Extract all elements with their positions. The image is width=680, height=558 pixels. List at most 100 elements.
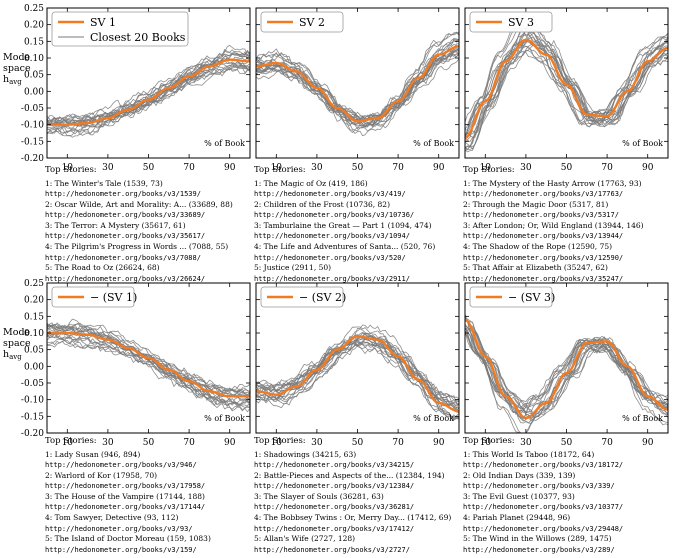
- story-title: 5: That Affair at Elizabeth (35247, 62): [463, 263, 608, 273]
- story-link[interactable]: http://hedonometer.org/books/v3/10377/: [463, 503, 624, 512]
- panel-3: 10 30 50 70 90 % of Book SV 3: [464, 7, 669, 173]
- story-link[interactable]: http://hedonometer.org/books/v3/1539/: [45, 190, 201, 199]
- story-link[interactable]: http://hedonometer.org/books/v3/289/: [463, 545, 615, 554]
- x-tick-label: 50: [352, 163, 364, 173]
- x-axis-label: % of Book: [204, 139, 245, 148]
- y-tick-label: -0.05: [21, 104, 44, 114]
- top-stories-heading: Top Stories:: [463, 165, 515, 175]
- closest-book-line: [255, 342, 459, 409]
- singular-vector-line: [464, 318, 669, 420]
- story-link[interactable]: http://hedonometer.org/books/v3/35617/: [45, 232, 206, 241]
- x-axis-label: % of Book: [413, 139, 454, 148]
- story-link[interactable]: http://hedonometer.org/books/v3/7088/: [45, 253, 201, 262]
- closest-book-line: [464, 27, 669, 149]
- story-link[interactable]: http://hedonometer.org/books/v3/5317/: [463, 211, 619, 220]
- y-axis-label: Mode: [3, 52, 31, 63]
- legend-label: − (SV 3): [508, 291, 555, 304]
- closest-book-line: [255, 49, 460, 128]
- y-tick-label: 0.20: [24, 21, 44, 31]
- top-stories-heading: Top Stories:: [45, 436, 97, 446]
- x-tick-label: 50: [561, 438, 573, 448]
- y-tick-label: 0.15: [24, 312, 44, 322]
- panel-1: 10 30 50 70 90 -0.20 -0.15 -0.10 -0.05 0.00 0.05 0.…: [21, 4, 251, 173]
- x-axis-label: % of Book: [204, 414, 245, 423]
- y-tick-label: 0.20: [24, 296, 44, 306]
- y-tick-label: 0.10: [24, 54, 44, 64]
- x-tick-label: 50: [561, 163, 573, 173]
- closest-book-line: [255, 31, 460, 131]
- closest-book-line: [255, 326, 460, 419]
- x-tick-label: 10: [271, 438, 283, 448]
- y-tick-label: -0.10: [21, 396, 44, 406]
- story-link[interactable]: http://hedonometer.org/books/v3/1094/: [254, 232, 410, 241]
- story-link[interactable]: http://hedonometer.org/books/v3/29448/: [463, 524, 624, 533]
- x-tick-label: 90: [433, 438, 445, 448]
- story-title: 3: The Slayer of Souls (36281, 63): [254, 491, 384, 501]
- y-tick-label: -0.05: [21, 379, 44, 389]
- closest-book-line: [46, 50, 251, 124]
- x-tick-label: 10: [62, 163, 74, 173]
- story-link[interactable]: http://hedonometer.org/books/v3/34215/: [254, 461, 415, 470]
- story-title: 1: Shadowings (34215, 63): [254, 449, 357, 459]
- closest-book-line: [255, 44, 460, 126]
- story-link[interactable]: http://hedonometer.org/books/v3/17144/: [45, 503, 206, 512]
- x-tick-label: 30: [520, 438, 532, 448]
- y-tick-label: 0.05: [24, 346, 44, 356]
- story-title: 1: The Mystery of the Hasty Arrow (17763…: [463, 178, 642, 188]
- singular-vector-line: [255, 335, 460, 413]
- story-link[interactable]: http://hedonometer.org/books/v3/2727/: [254, 545, 410, 554]
- story-link[interactable]: http://hedonometer.org/books/v3/159/: [45, 545, 197, 554]
- legend: SV 3: [469, 11, 553, 33]
- x-tick-label: 10: [480, 163, 492, 173]
- y-axis-label: Mode: [3, 327, 31, 338]
- top-stories-heading: Top Stories:: [463, 436, 515, 446]
- closest-book-line: [256, 334, 460, 421]
- top-stories-heading: Top Stories:: [45, 165, 97, 175]
- closest-books-lines: [255, 324, 460, 421]
- closest-book-line: [46, 333, 251, 397]
- story-title: 4: The Pilgrim's Progress in Words ... (…: [45, 242, 229, 252]
- story-link[interactable]: http://hedonometer.org/books/v3/36281/: [254, 503, 415, 512]
- story-link[interactable]: http://hedonometer.org/books/v3/2911/: [254, 274, 410, 283]
- story-link[interactable]: http://hedonometer.org/books/v3/13944/: [463, 232, 624, 241]
- story-link[interactable]: http://hedonometer.org/books/v3/26624/: [45, 274, 206, 283]
- story-title: 5: The Island of Doctor Moreau (159, 108…: [45, 534, 211, 544]
- x-axis-label: % of Book: [622, 414, 663, 423]
- closest-book-line: [464, 24, 669, 140]
- story-link[interactable]: http://hedonometer.org/books/v3/18172/: [463, 461, 624, 470]
- x-tick-label: 70: [183, 438, 195, 448]
- story-link[interactable]: http://hedonometer.org/books/v3/93/: [45, 524, 193, 533]
- y-axis-label-subscript: avg: [9, 353, 22, 361]
- top-stories-4: Top Stories: 1: Lady Susan (946, 894) http…: [45, 436, 260, 555]
- story-title: 2: Battle-Pieces and Aspects of the... (…: [254, 470, 445, 480]
- story-link[interactable]: http://hedonometer.org/books/v3/17763/: [463, 190, 624, 199]
- story-link[interactable]: http://hedonometer.org/books/v3/12590/: [463, 253, 624, 262]
- y-axis-label-subscript: avg: [9, 78, 22, 86]
- legend-label: SV 3: [508, 16, 534, 29]
- top-stories-heading: Top Stories:: [254, 165, 306, 175]
- story-link[interactable]: http://hedonometer.org/books/v3/10736/: [254, 211, 415, 220]
- closest-book-line: [47, 338, 251, 398]
- story-link[interactable]: http://hedonometer.org/books/v3/17412/: [254, 524, 415, 533]
- x-tick-label: 70: [183, 163, 195, 173]
- story-link[interactable]: http://hedonometer.org/books/v3/17958/: [45, 482, 206, 491]
- closest-book-line: [464, 27, 669, 138]
- story-title: 1: This World Is Taboo (18172, 64): [463, 449, 595, 459]
- y-tick-label: 0.00: [24, 362, 44, 372]
- closest-book-line: [255, 341, 460, 403]
- story-link[interactable]: http://hedonometer.org/books/v3/12384/: [254, 482, 415, 491]
- story-title: 1: Lady Susan (946, 894): [45, 449, 141, 459]
- story-link[interactable]: http://hedonometer.org/books/v3/946/: [45, 461, 197, 470]
- y-tick-label: 0.25: [24, 279, 44, 289]
- y-tick-label: 0.25: [24, 4, 44, 14]
- story-link[interactable]: http://hedonometer.org/books/v3/520/: [254, 253, 406, 262]
- legend-label: − (SV 1): [90, 291, 137, 304]
- story-link[interactable]: http://hedonometer.org/books/v3/339/: [463, 482, 615, 491]
- story-link[interactable]: http://hedonometer.org/books/v3/35247/: [463, 274, 624, 283]
- top-stories-6: Top Stories: 1: This World Is Taboo (1817…: [463, 436, 678, 555]
- top-stories-heading: Top Stories:: [254, 436, 306, 446]
- story-link[interactable]: http://hedonometer.org/books/v3/33689/: [45, 211, 206, 220]
- x-tick-label: 90: [642, 163, 654, 173]
- y-tick-label: 0.10: [24, 329, 44, 339]
- story-link[interactable]: http://hedonometer.org/books/v3/419/: [254, 190, 406, 199]
